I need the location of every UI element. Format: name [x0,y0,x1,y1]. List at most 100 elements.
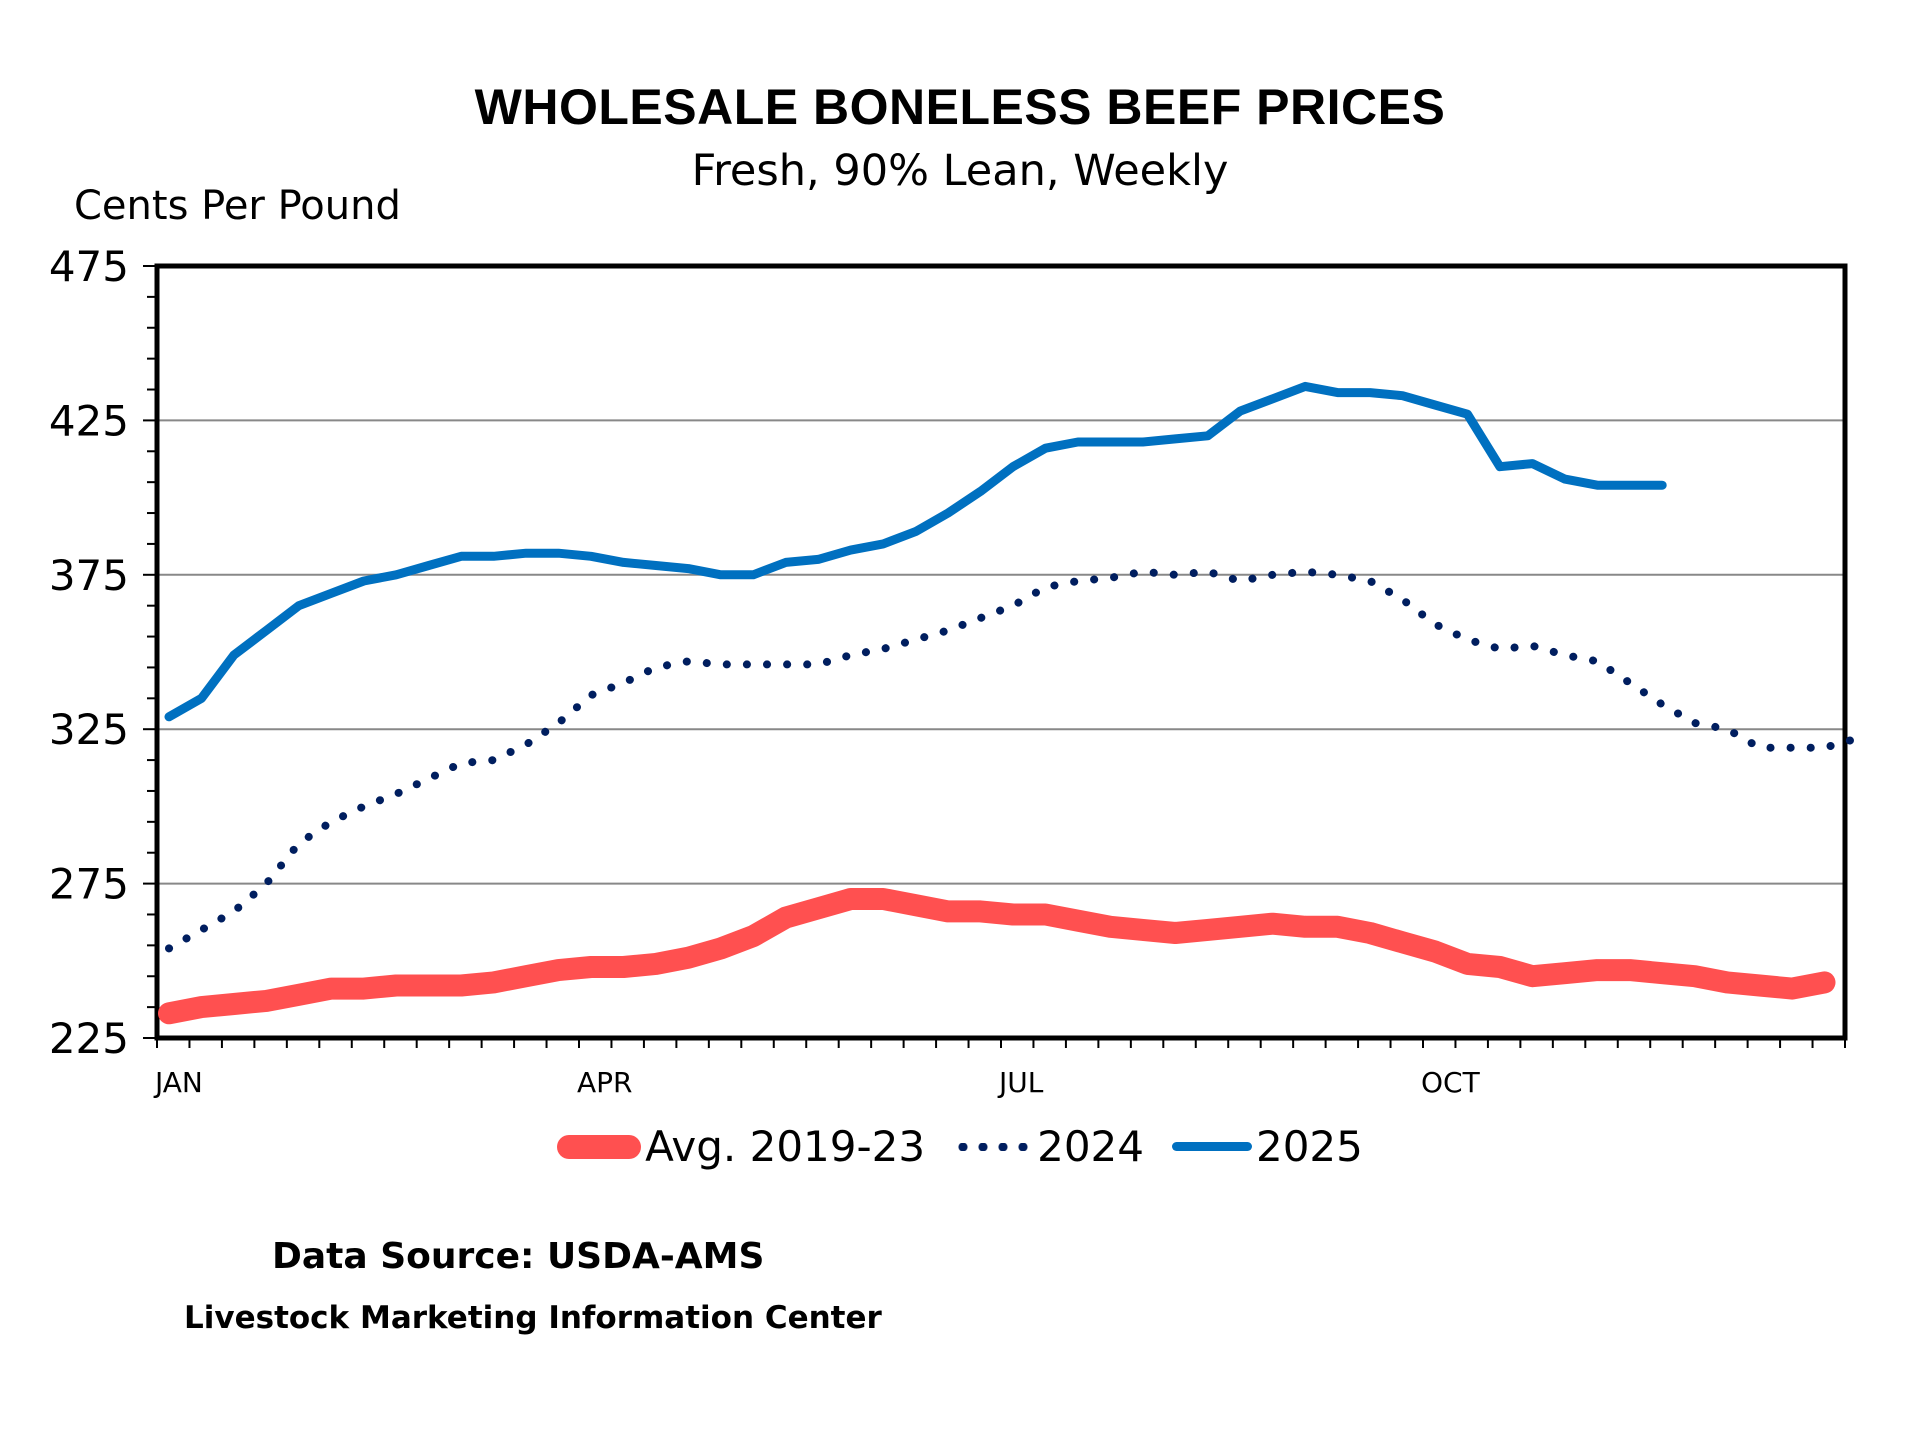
data-point [1207,929,1208,930]
data-point [1077,442,1078,443]
data-point [655,667,656,668]
data-point [980,491,981,492]
data-point [1629,682,1630,683]
data-point [1435,624,1436,625]
x-tick-label: JAN [153,1066,203,1099]
data-point [1824,747,1825,748]
data-point [1045,914,1046,915]
data-point [1013,914,1014,915]
data-point [915,531,916,532]
data-point [363,580,364,581]
data-point [720,664,721,665]
chart-title: WHOLESALE BONELESS BEEF PRICES [474,79,1446,135]
data-point [1467,414,1468,415]
data-point [266,883,267,884]
data-point [1792,988,1793,989]
legend: Avg. 2019-23 2024 2025 [0,1122,1920,1171]
legend-swatch-2025 [1171,1142,1252,1151]
y-tick-label: 225 [49,1014,129,1063]
data-point [331,988,332,989]
data-point [233,655,234,656]
data-point [266,630,267,631]
data-point [948,630,949,631]
data-point [461,763,462,764]
data-point [298,843,299,844]
data-point [1110,926,1111,927]
legend-item-avg: Avg. 2019-23 [557,1122,925,1171]
data-point [558,723,559,724]
data-point [1077,580,1078,581]
data-point [493,556,494,557]
data-point [1532,463,1533,464]
data-point [1824,982,1825,983]
data-point [331,593,332,594]
data-point [850,655,851,656]
data-point [1727,729,1728,730]
data-point [1207,571,1208,572]
data-point [1792,747,1793,748]
series-line-2025 [164,381,1667,722]
data-point [233,911,234,912]
plot-frame [154,263,1848,1041]
data-point [883,899,884,900]
data-point [201,1007,202,1008]
data-point [1467,639,1468,640]
data-point [1597,970,1598,971]
legend-item-2025: 2025 [1171,1122,1363,1171]
data-point [1337,926,1338,927]
data-point [1759,747,1760,748]
data-point [623,966,624,967]
data-point [1402,395,1403,396]
data-point [396,985,397,986]
data-point [169,1013,170,1014]
y-tick-label: 425 [49,396,129,445]
data-point [1402,942,1403,943]
data-point [1564,655,1565,656]
data-point [1662,485,1663,486]
data-point [1857,738,1858,739]
data-point [298,605,299,606]
data-point [396,574,397,575]
y-tick-label: 375 [49,551,129,600]
data-point [428,985,429,986]
data-point [688,957,689,958]
data-point [428,565,429,566]
chart-subtitle: Fresh, 90% Lean, Weekly [691,146,1229,196]
y-tick-label: 325 [49,705,129,754]
data-point [980,618,981,619]
data-point [1272,923,1273,924]
data-point [818,664,819,665]
y-axis-label: Cents Per Pound [74,183,401,229]
data-point [720,948,721,949]
data-point [948,513,949,514]
data-point [1532,976,1533,977]
data-point [1564,479,1565,480]
data-point [1272,574,1273,575]
data-point [1045,587,1046,588]
data-point [558,553,559,554]
legend-label-2025: 2025 [1255,1122,1363,1171]
data-point [818,908,819,909]
data-point [818,559,819,560]
x-tick-label: JUL [997,1066,1044,1099]
data-point [558,970,559,971]
data-point [1045,448,1046,449]
data-point [1532,645,1533,646]
data-point [493,982,494,983]
data-point [298,994,299,995]
legend-item-2024: 2024 [953,1122,1144,1171]
legend-swatch-2024 [953,1142,1034,1151]
data-point [1142,929,1143,930]
data-point [1175,933,1176,934]
data-point [655,565,656,566]
data-point [1499,648,1500,649]
data-point [526,553,527,554]
data-point [363,806,364,807]
data-point [1435,951,1436,952]
data-point [591,695,592,696]
data-point [655,963,656,964]
data-point [1337,392,1338,393]
data-source: Data Source: USDA-AMS [272,1236,765,1277]
data-point [1597,661,1598,662]
data-point [1272,398,1273,399]
